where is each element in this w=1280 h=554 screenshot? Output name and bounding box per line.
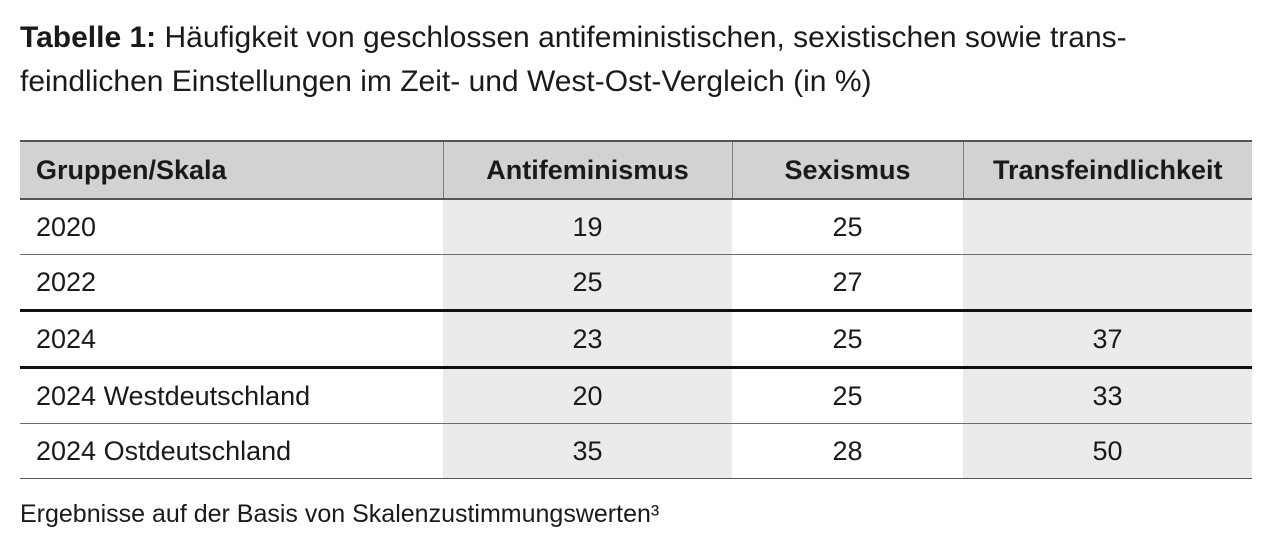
cell-sexismus: 25: [732, 199, 963, 255]
header-transfeindlichkeit: Transfeindlichkeit: [962, 140, 1252, 200]
cell-sexismus: 27: [732, 254, 963, 312]
row-label: 2024 Ostdeutschland: [20, 423, 443, 479]
row-label: 2020: [20, 199, 443, 255]
cell-antifeminismus: 19: [443, 199, 732, 255]
row-label: 2024 Westdeutschland: [20, 367, 443, 424]
cell-antifeminismus: 20: [443, 367, 732, 424]
table-caption-label: Tabelle 1:: [20, 21, 157, 54]
header-antifeminismus: Antifeminismus: [442, 140, 732, 200]
cell-antifeminismus: 25: [443, 254, 732, 312]
cell-sexismus: 25: [732, 367, 963, 424]
table-row: 2022 25 27: [20, 254, 1252, 312]
table-row: 2024 Westdeutschland 20 25 33: [20, 367, 1252, 424]
table-row: 2020 19 25: [20, 199, 1252, 255]
cell-antifeminismus: 23: [443, 310, 732, 369]
table-header-row: Gruppen/Skala Antifeminismus Sexismus Tr…: [20, 140, 1252, 200]
data-table: Gruppen/Skala Antifeminismus Sexismus Tr…: [20, 140, 1252, 479]
row-label: 2024: [20, 310, 443, 369]
cell-transfeindlichkeit: [963, 199, 1252, 255]
header-sexismus: Sexismus: [731, 140, 963, 200]
cell-antifeminismus: 35: [443, 423, 732, 479]
cell-transfeindlichkeit: 33: [963, 367, 1252, 424]
cell-sexismus: 28: [732, 423, 963, 479]
table-row: 2024 23 25 37: [20, 310, 1252, 369]
table-row: 2024 Ostdeutschland 35 28 50: [20, 423, 1252, 479]
cell-sexismus: 25: [732, 310, 963, 369]
cell-transfeindlichkeit: 37: [963, 310, 1252, 369]
row-label: 2022: [20, 254, 443, 312]
header-group: Gruppen/Skala: [20, 140, 443, 200]
table-footnote: Ergebnisse auf der Basis von Skalenzusti…: [20, 500, 660, 528]
table-caption-text: Häufigkeit von geschlossen antifeministi…: [20, 21, 1127, 98]
table-caption: Tabelle 1: Häufigkeit von geschlossen an…: [20, 16, 1260, 104]
cell-transfeindlichkeit: [963, 254, 1252, 312]
cell-transfeindlichkeit: 50: [963, 423, 1252, 479]
